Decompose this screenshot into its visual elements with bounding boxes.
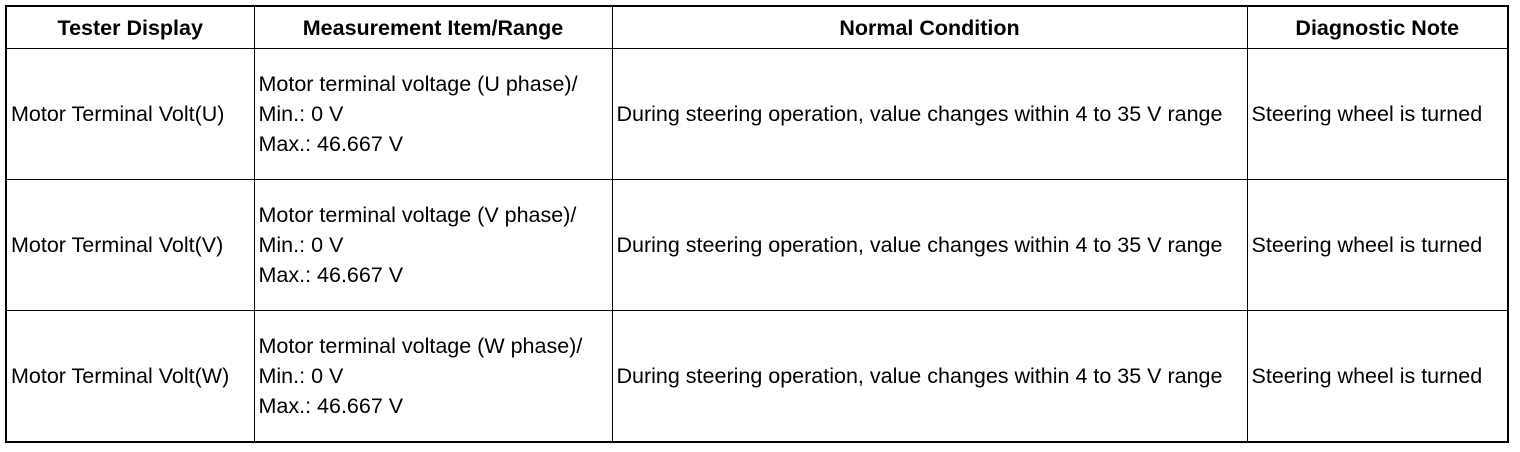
cell-line: Max.: 46.667 V <box>258 394 404 418</box>
cell-line: Motor terminal voltage (V phase)/ <box>258 203 577 227</box>
cell-line: Max.: 46.667 V <box>258 263 404 287</box>
table-cell: Motor terminal voltage (V phase)/ Min.: 0… <box>253 179 613 311</box>
cell-line: Min.: 0 V <box>258 102 344 126</box>
data-table: Tester Display Measurement Item/Range Norm… <box>5 5 1509 443</box>
table-cell: During steering operation, value changes… <box>611 179 1248 311</box>
header-cell: Normal Condition <box>611 5 1248 49</box>
table-header: Tester Display Measurement Item/Range Norm… <box>5 5 1509 49</box>
header-cell: Measurement Item/Range <box>253 5 613 49</box>
header-cell: Diagnostic Note <box>1246 5 1509 49</box>
table-row: Motor Terminal Volt(W) Motor terminal vol… <box>5 310 1509 443</box>
table-row: Motor Terminal Volt(U) Motor terminal vol… <box>5 48 1509 180</box>
table-cell: Steering wheel is turned <box>1246 310 1509 443</box>
cell-line: Min.: 0 V <box>258 364 344 388</box>
table-cell: Motor Terminal Volt(U) <box>5 48 255 180</box>
header-row: Tester Display Measurement Item/Range Norm… <box>5 5 1509 49</box>
table-cell: During steering operation, value changes… <box>611 48 1248 180</box>
table-cell: Motor Terminal Volt(W) <box>5 310 255 443</box>
table-cell: During steering operation, value changes… <box>611 310 1248 443</box>
table-cell: Motor terminal voltage (U phase)/ Min.: 0… <box>253 48 613 180</box>
header-cell: Tester Display <box>5 5 255 49</box>
cell-line: Max.: 46.667 V <box>258 132 404 156</box>
table-cell: Steering wheel is turned <box>1246 48 1509 180</box>
table-row: Motor Terminal Volt(V) Motor terminal vol… <box>5 179 1509 311</box>
cell-line: Motor terminal voltage (W phase)/ <box>258 334 583 358</box>
cell-line: Min.: 0 V <box>258 233 344 257</box>
table-body: Motor Terminal Volt(U) Motor terminal vol… <box>5 48 1509 443</box>
table-cell: Motor Terminal Volt(V) <box>5 179 255 311</box>
table-cell: Motor terminal voltage (W phase)/ Min.: 0… <box>253 310 613 443</box>
table-cell: Steering wheel is turned <box>1246 179 1509 311</box>
cell-line: Motor terminal voltage (U phase)/ <box>258 72 578 96</box>
